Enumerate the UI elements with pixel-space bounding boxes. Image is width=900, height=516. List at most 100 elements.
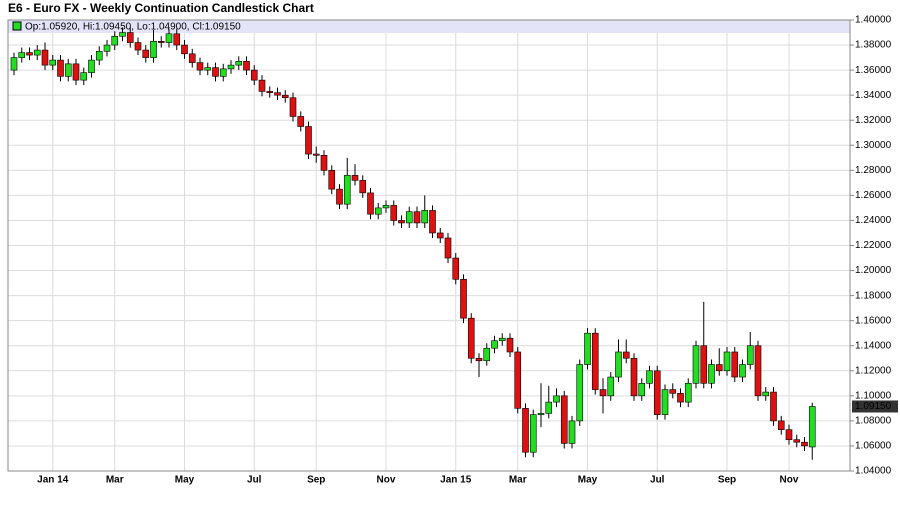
x-tick-label: Nov — [377, 475, 396, 486]
legend-band — [8, 20, 850, 33]
candle-body — [684, 383, 692, 403]
candle-body — [584, 332, 591, 365]
candle-body — [72, 63, 80, 81]
candle-body — [41, 49, 49, 66]
candle-body — [297, 116, 305, 127]
candle-body — [452, 257, 460, 280]
candle-body — [591, 332, 599, 390]
candle-body — [793, 439, 801, 443]
candle-body — [762, 391, 770, 397]
candle-body — [57, 59, 64, 77]
candle-body — [599, 389, 607, 397]
candle-body — [219, 68, 227, 77]
x-tick-label: May — [578, 475, 598, 486]
candle-body — [289, 97, 297, 117]
candle-body — [165, 33, 173, 43]
candle-body — [553, 395, 560, 403]
candle-body — [731, 351, 739, 378]
y-tick-label: 1.16000 — [855, 315, 892, 326]
candle-body — [669, 389, 677, 394]
y-tick-label: 1.36000 — [855, 65, 892, 76]
x-tick-label: Sep — [718, 475, 736, 486]
candle-body — [692, 345, 700, 384]
candle-body — [10, 57, 18, 71]
candle-body — [615, 351, 622, 378]
candle-body — [522, 408, 529, 453]
candle-body — [181, 44, 188, 55]
candle-body — [250, 69, 258, 81]
candle-body — [576, 364, 584, 422]
candle-body — [801, 441, 808, 447]
y-tick-label: 1.32000 — [855, 115, 892, 126]
y-tick-label: 1.10000 — [855, 390, 892, 401]
candle-body — [405, 211, 413, 224]
candle-body — [80, 72, 88, 81]
candle-body — [460, 279, 467, 319]
candle-body — [646, 370, 653, 384]
y-tick-label: 1.06000 — [855, 441, 892, 452]
candle-body — [630, 357, 638, 397]
candle-body — [281, 94, 289, 98]
candle-body — [754, 345, 762, 397]
candle-body — [444, 237, 452, 259]
candle-body — [212, 67, 219, 77]
candle-body — [64, 63, 72, 77]
candle-body — [320, 155, 328, 171]
candle-body — [204, 67, 212, 71]
candle-body — [157, 40, 165, 43]
legend-icon — [12, 21, 22, 31]
candle-body — [49, 59, 57, 66]
y-tick-label: 1.20000 — [855, 265, 892, 276]
y-tick-label: 1.24000 — [855, 215, 892, 226]
candle-body — [568, 420, 576, 444]
y-tick-label: 1.12000 — [855, 365, 892, 376]
legend-text: Op:1.05920, Hi:1.09450, Lo:1.04900, Cl:1… — [25, 22, 241, 33]
candle-body — [677, 393, 684, 403]
candle-body — [653, 370, 661, 415]
candle-body — [382, 205, 390, 209]
candle-body — [708, 364, 715, 384]
y-tick-label: 1.28000 — [855, 165, 892, 176]
candle-body — [808, 406, 816, 448]
candle-body — [173, 33, 181, 46]
candle-body — [715, 364, 723, 372]
candle-body — [188, 53, 196, 63]
candle-body — [196, 62, 204, 71]
candle-body — [227, 64, 235, 70]
y-tick-label: 1.40000 — [855, 15, 892, 26]
candle-body — [700, 345, 708, 384]
x-tick-label: May — [175, 475, 195, 486]
candle-body — [119, 32, 126, 37]
candle-body — [723, 351, 731, 372]
candle-body — [374, 207, 382, 215]
candle-body — [312, 153, 320, 156]
candles — [10, 27, 816, 460]
y-tick-label: 1.22000 — [855, 240, 892, 251]
candle-body — [398, 220, 405, 224]
candle-body — [467, 317, 475, 359]
candle-body — [258, 79, 266, 92]
candle-body — [33, 49, 41, 56]
candle-body — [142, 49, 150, 58]
candle-body — [26, 52, 33, 56]
candle-body — [491, 340, 498, 349]
candle-body — [343, 175, 351, 205]
y-tick-label: 1.14000 — [855, 340, 892, 351]
x-tick-label: Nov — [780, 475, 799, 486]
candle-body — [126, 32, 134, 43]
candle-body — [537, 413, 545, 415]
candle-body — [18, 52, 26, 58]
candle-body — [746, 345, 754, 365]
candle-body — [421, 210, 429, 224]
candle-body — [328, 170, 336, 190]
candle-body — [390, 205, 398, 221]
candle-body — [243, 61, 250, 71]
candle-body — [506, 337, 514, 353]
x-tick-label: Jul — [247, 475, 262, 486]
candle-body — [622, 351, 630, 359]
candle-body — [351, 175, 359, 181]
y-tick-label: 1.04000 — [855, 466, 892, 477]
y-tick-label: 1.34000 — [855, 90, 892, 101]
candle-body — [235, 61, 243, 66]
